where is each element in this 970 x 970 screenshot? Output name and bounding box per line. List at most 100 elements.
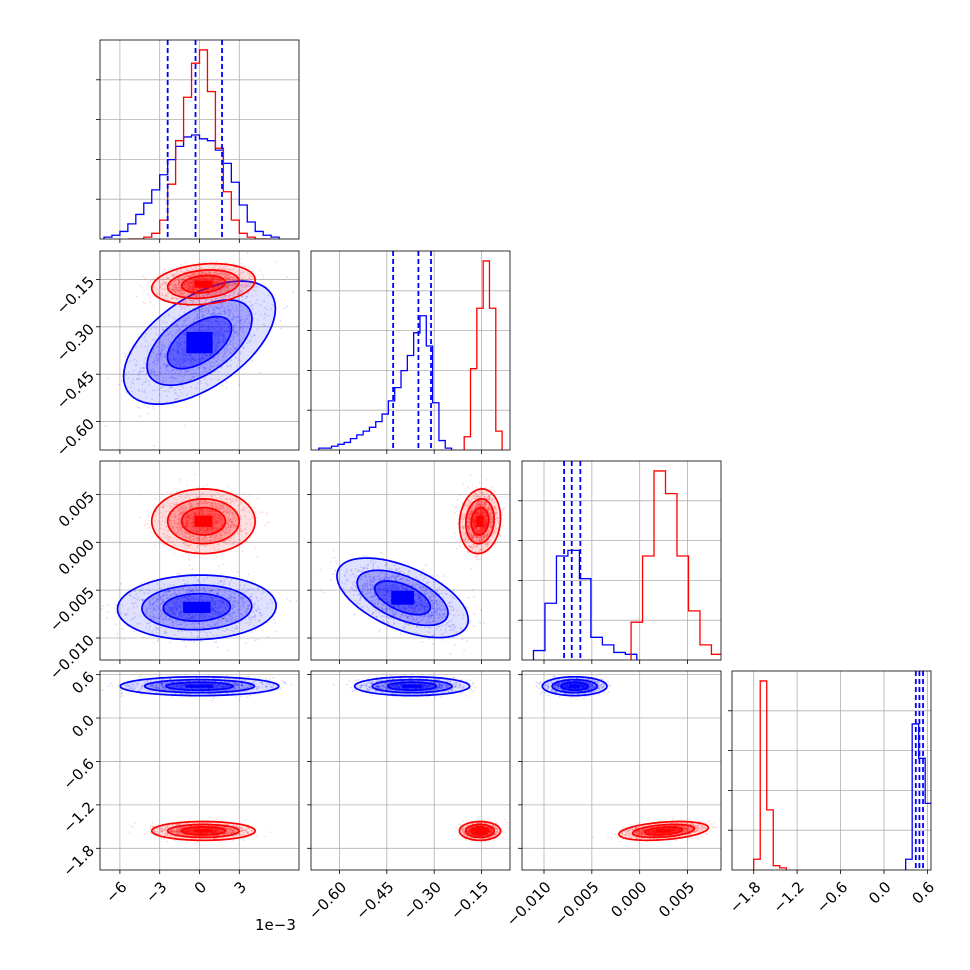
sample-point-blue: [213, 341, 216, 344]
sample-point-blue: [179, 328, 181, 331]
sample-point-blue: [211, 365, 214, 367]
sample-point-red: [227, 278, 230, 281]
sample-point-red: [236, 270, 239, 273]
sample-point-blue: [213, 323, 216, 325]
sample-point-blue: [211, 314, 213, 317]
sample-point-blue: [222, 338, 225, 341]
sample-point-blue: [172, 369, 175, 371]
sample-point-red: [193, 273, 195, 276]
sample-point-blue: [165, 377, 167, 379]
sample-point-blue: [150, 371, 153, 374]
sample-point-blue: [224, 338, 227, 341]
sample-point-blue: [265, 315, 268, 317]
sample-point-blue: [152, 371, 155, 373]
sample-point-blue: [253, 334, 256, 336]
sample-point-blue: [214, 336, 216, 338]
sample-point-blue: [155, 355, 158, 358]
sample-point-blue: [143, 391, 146, 394]
sample-point-red: [233, 276, 235, 279]
sample-point-blue: [206, 319, 209, 321]
sample-point-red: [187, 288, 190, 291]
sample-point-blue: [204, 367, 206, 370]
sample-point-blue: [130, 381, 133, 384]
sample-point-blue: [200, 316, 203, 319]
sample-point-blue: [201, 308, 204, 311]
sample-point-blue: [255, 302, 257, 305]
sample-point-blue: [218, 341, 221, 344]
sample-point-blue: [234, 331, 236, 334]
sample-point-blue: [191, 368, 194, 371]
sample-point-blue: [234, 316, 237, 318]
sample-point-blue: [182, 332, 185, 334]
sample-point-red: [191, 282, 194, 285]
sample-point-red: [220, 268, 223, 270]
sample-point-red: [197, 262, 200, 264]
sample-point-blue: [179, 364, 182, 366]
sample-point-blue: [206, 329, 209, 332]
sample-point-blue: [213, 334, 216, 336]
sample-point-blue: [235, 346, 238, 348]
sample-point-blue: [251, 359, 254, 362]
sample-point-red: [143, 302, 146, 304]
sample-point-blue: [237, 316, 240, 319]
sample-point-red: [230, 285, 233, 288]
sample-point-blue: [216, 335, 219, 338]
sample-point-blue: [189, 358, 192, 361]
sample-point-blue: [203, 369, 206, 372]
sample-point-red: [214, 292, 216, 295]
sample-point-blue: [240, 290, 243, 293]
sample-point-blue: [183, 424, 186, 427]
sample-point-blue: [214, 334, 217, 337]
sample-point-blue: [198, 366, 201, 369]
sample-point-blue: [170, 386, 173, 388]
sample-point-blue: [223, 348, 226, 351]
sample-point-blue: [273, 618, 275, 621]
sample-point-blue: [204, 354, 206, 356]
sample-point-blue: [213, 332, 216, 335]
sample-point-blue: [130, 386, 133, 388]
sample-point-red: [217, 285, 220, 288]
sample-point-blue: [169, 349, 172, 352]
sample-point-blue: [246, 296, 248, 298]
sample-point-blue: [242, 325, 245, 327]
sample-point-blue: [226, 326, 229, 329]
sample-point-red: [183, 292, 186, 295]
sample-point-blue: [220, 310, 223, 313]
sample-point-red: [149, 300, 152, 303]
sample-point-blue: [155, 332, 158, 335]
sample-point-blue: [204, 299, 207, 302]
sample-point-blue: [164, 365, 166, 367]
sample-point-blue: [229, 294, 232, 297]
sample-point-blue: [149, 362, 152, 365]
sample-point-red: [235, 266, 238, 269]
sample-point-blue: [166, 365, 169, 368]
sample-point-blue: [166, 363, 169, 366]
sample-point-blue: [201, 329, 204, 332]
sample-point-blue: [232, 316, 235, 319]
sample-point-red: [200, 271, 203, 274]
sample-point-red: [186, 298, 189, 301]
sample-point-red: [164, 294, 167, 297]
sample-point-blue: [216, 339, 219, 341]
sample-point-blue: [163, 355, 166, 357]
histogram-red: [753, 680, 787, 870]
sample-point-blue: [203, 328, 206, 331]
sample-point-blue: [178, 353, 181, 356]
sample-point-blue: [138, 371, 141, 373]
sample-point-blue: [243, 320, 246, 323]
sample-point-blue: [230, 310, 233, 312]
sample-point-red: [188, 287, 191, 290]
sample-point-red: [215, 286, 218, 289]
sample-point-blue: [188, 316, 191, 319]
sample-point-blue: [239, 319, 242, 322]
sample-point-blue: [190, 353, 193, 355]
sample-point-blue: [222, 321, 225, 324]
sample-point-red: [220, 279, 223, 282]
sample-point-blue: [227, 348, 229, 351]
sample-point-blue: [211, 327, 214, 330]
sample-point-blue: [239, 316, 242, 318]
sample-point-blue: [162, 329, 165, 332]
sample-point-blue: [176, 343, 179, 346]
sample-point-blue: [152, 408, 155, 410]
sample-point-blue: [208, 329, 211, 331]
